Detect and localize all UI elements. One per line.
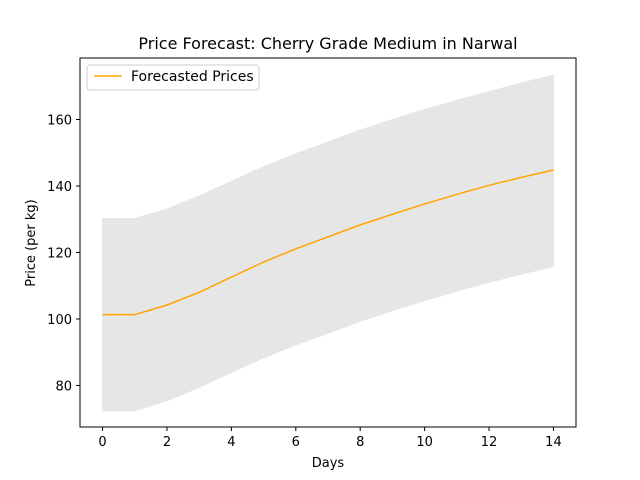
plot-frame [79,57,577,428]
y-axis-label: Price (per kg) [24,199,39,287]
confidence-band-layer [102,74,554,412]
ticks-layer: 0 2 4 6 8 10 12 14 80 100 120 140 160 [47,114,562,451]
x-tick-label: 8 [356,435,364,450]
x-tick-label: 14 [545,435,562,450]
legend-box [86,64,260,91]
y-tick-label: 160 [47,114,72,129]
x-tick-label: 10 [416,435,433,450]
x-tick-label: 6 [292,435,300,450]
x-tick-label: 12 [481,435,498,450]
y-tick-label: 80 [55,379,72,394]
x-tick-label: 0 [98,435,106,450]
legend: Forecasted Prices [86,64,260,91]
y-tick-label: 140 [47,180,72,195]
axes-layer [79,57,577,428]
chart-title: Price Forecast: Cherry Grade Medium in N… [138,34,517,53]
x-axis-label: Days [312,456,345,471]
x-tick-label: 4 [227,435,235,450]
confidence-band [102,74,554,412]
y-tick-label: 120 [47,246,72,261]
x-tick-label: 2 [163,435,171,450]
series-line-layer [102,169,554,316]
y-tick-label: 100 [47,313,72,328]
forecast-line [102,169,554,316]
legend-label: Forecasted Prices [131,69,254,85]
